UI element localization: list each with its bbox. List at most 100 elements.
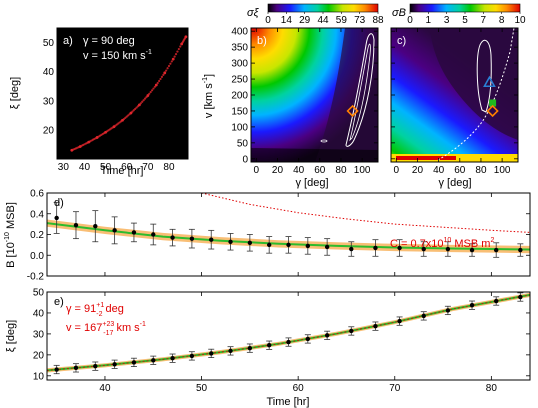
panel-b-xtick-label: 0 — [254, 165, 260, 176]
panel-e-point — [518, 294, 523, 300]
panel-b-contour-blob — [320, 139, 328, 143]
panel-e-label: e) — [54, 296, 64, 308]
panel-e-gamma-minus: -2 — [96, 311, 102, 318]
svg-text:γ = 91+1-2 deg: γ = 91+1 -2 deg — [66, 302, 124, 318]
panel-e-xlabel: Time [hr] — [267, 396, 310, 408]
panel-b-ytick-label: 400 — [231, 27, 248, 38]
panel-a-ylabel: ξ [deg] — [9, 77, 21, 109]
panel-e: 40 50 60 70 80 50 40 30 20 10 e) γ = 91+1 -2 deg v… — [5, 288, 531, 408]
svg-text:v = 167+23-17 km s-1: v = 167+23 -17 km s-1 — [66, 321, 146, 337]
panel-a-xtick-label: 70 — [142, 162, 154, 173]
panel-b-contour-outer — [345, 33, 375, 147]
panel-e-background — [47, 292, 530, 380]
panel-d-point — [397, 245, 402, 251]
panel-d-fit-line — [47, 222, 530, 251]
panel-b-ylabel: v [km s — [203, 83, 215, 118]
panel-a-frame — [56, 27, 189, 160]
panel-a-point — [171, 57, 175, 61]
panel-e-ytick-label: 50 — [33, 288, 45, 299]
panel-d-point — [93, 224, 98, 229]
panel-a-track-dot — [160, 75, 164, 79]
panel-e-ytick-label: 30 — [33, 329, 45, 340]
panel-a-track-dot — [156, 81, 159, 85]
panel-d-data — [53, 201, 524, 258]
panel-d-ytick-label: 0.0 — [30, 251, 44, 262]
panel-a-ytick-label: 30 — [43, 96, 55, 107]
panel-d-constant-unit: MSB m — [451, 238, 490, 250]
panel-e-point — [373, 323, 378, 329]
panel-a-track-dot — [86, 141, 89, 144]
panel-a-xtick-label: 60 — [121, 162, 133, 173]
panel-c-colorbar-tick-label: 5 — [462, 15, 468, 26]
panel-a-track-dot — [152, 87, 155, 90]
panel-e-frame — [46, 291, 531, 381]
panel-d-point — [228, 239, 233, 244]
panel-a-track-dot — [139, 102, 142, 105]
panel-a-track-dot — [119, 120, 123, 123]
panel-d-point — [151, 232, 156, 237]
panel-e-velocity-unit: km s — [113, 322, 140, 334]
panel-c-xlabel: γ [deg] — [438, 177, 471, 189]
panel-d-label: d) — [54, 197, 64, 209]
panel-a-ytick-label: 20 — [43, 125, 55, 136]
panel-b-colorbar — [267, 3, 379, 13]
panel-b-best-fit-marker — [346, 104, 359, 118]
panel-e-xtick-label: 50 — [196, 383, 208, 394]
panel-e-gamma-unit: deg — [103, 303, 124, 315]
panel-a-track-dot — [77, 146, 80, 149]
panel-d-ytick-label: 0.2 — [30, 230, 44, 241]
panel-a-track-dot — [169, 62, 172, 65]
panel-e-gamma-plus: +1 — [96, 302, 104, 309]
panel-d-point — [247, 240, 253, 245]
panel-b-colorbar-symbol: σξ — [247, 7, 260, 19]
panel-e-point — [324, 333, 330, 338]
panel-c-markers — [483, 75, 499, 118]
panel-b-xtick-label: 20 — [272, 165, 284, 176]
panel-e-point — [131, 360, 137, 365]
panel-d-ytick-label: 0.6 — [30, 189, 44, 200]
panel-a-xtick-label: 40 — [79, 162, 91, 173]
panel-a-track-dot — [159, 77, 162, 81]
panel-a-track-dot — [145, 95, 148, 99]
panel-a-point — [146, 94, 150, 97]
panel-b-xtick-label: 100 — [354, 165, 371, 176]
panel-a-axes: 30 40 50 60 70 80 20 30 40 50 — [43, 28, 188, 173]
panel-a-track-dot — [150, 89, 154, 92]
panel-c-square-marker — [489, 99, 497, 107]
panel-e-velocity-plus: +23 — [102, 321, 114, 328]
panel-c-diamond-marker — [486, 104, 499, 118]
panel-b-ytick-label: 150 — [231, 106, 248, 117]
panel-e-point — [170, 356, 175, 361]
panel-c-colorbar-tick-label: 0 — [407, 15, 413, 26]
panel-d-point — [421, 246, 426, 252]
panel-d-point — [112, 228, 117, 233]
panel-a-track-dot — [158, 79, 161, 83]
panel-c-colorbar-tick-label: 3 — [444, 15, 450, 26]
panel-d-point — [209, 237, 214, 242]
panel-a-track-dot — [111, 126, 114, 129]
panel-b-ytick-label: 50 — [237, 138, 249, 149]
panel-d-uncertainty-band — [47, 219, 530, 254]
panel-a-track-dot — [179, 45, 182, 48]
panel-a-track-dot — [148, 92, 151, 95]
panel-e-point — [305, 336, 311, 342]
panel-c-contour — [476, 39, 492, 113]
panel-e-point — [151, 358, 156, 363]
panel-b-ytick-label: 250 — [231, 75, 248, 86]
panel-b-colorbar-tick-label: 73 — [354, 15, 366, 26]
panel-e-point — [73, 365, 79, 371]
panel-e-xtick-label: 70 — [389, 383, 401, 394]
panel-a-ytick-label: 50 — [43, 38, 55, 49]
panel-b-colorbar-tick-label: 88 — [372, 15, 384, 26]
panel-e-axes: 40 50 60 70 80 50 40 30 20 10 — [33, 288, 530, 394]
panel-d-axes: 0.6 0.4 0.2 0.0 -0.2 — [27, 189, 530, 283]
panel-b-colorbar-tick-label: 29 — [299, 15, 311, 26]
panel-e-point — [469, 303, 475, 308]
panel-b-ytick-label: 300 — [231, 59, 248, 70]
panel-d-ylabel: B [10 — [5, 242, 17, 268]
panel-e-point — [286, 339, 291, 345]
panel-c-colorbar — [409, 3, 521, 13]
panel-c-xtick-label: 100 — [494, 165, 511, 176]
panel-e-point — [93, 363, 98, 369]
panel-a-track-dot — [174, 53, 178, 56]
